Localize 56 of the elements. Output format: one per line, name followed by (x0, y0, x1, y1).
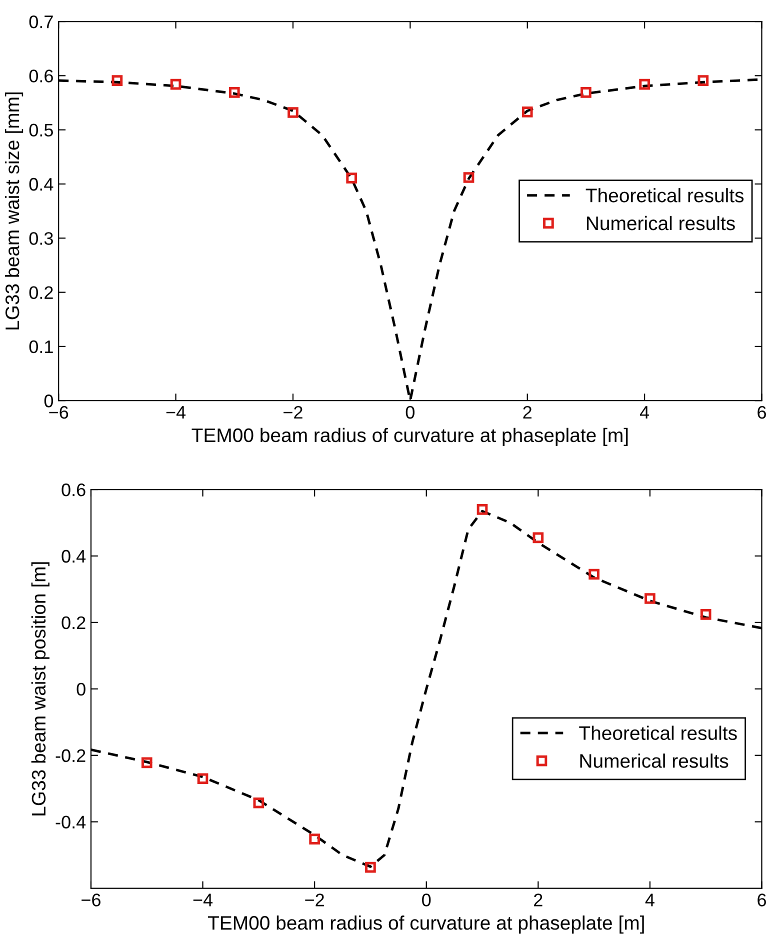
y-tick-label: -0.2 (56, 749, 86, 762)
x-tick-label: 6 (758, 406, 766, 419)
y-axis-title: LG33 beam waist position [m] (31, 562, 50, 816)
point (253, 797, 264, 808)
point (644, 593, 656, 604)
y-tick-label: 0.5 (29, 124, 53, 137)
x-tick-label: −6 (49, 406, 68, 419)
x-tick-label: −4 (166, 406, 186, 419)
x-axis-title: TEM00 beam radius of curvature at phaseplate [m] (192, 428, 628, 446)
x-tick-label: −4 (193, 894, 213, 906)
point (288, 107, 298, 118)
y-tick-label: 0.6 (62, 483, 86, 496)
point (141, 757, 152, 768)
legend-label: Theoretical results (579, 726, 737, 740)
y-tick-label: 0.4 (62, 550, 86, 563)
y-tick-label: 0.1 (29, 340, 53, 354)
legend-label: Theoretical results (586, 188, 744, 202)
legend-label: Numerical results (586, 216, 735, 230)
y-tick-label: 0.3 (29, 232, 53, 245)
y-tick-label: 0.7 (29, 15, 53, 28)
point (522, 106, 533, 118)
y-axis-title: LG33 beam waist size [mm] (4, 92, 24, 330)
point (580, 87, 592, 98)
point (309, 834, 320, 845)
x-tick-label: −6 (82, 894, 100, 906)
point (700, 609, 712, 620)
point (532, 532, 544, 544)
x-tick-label: 4 (645, 894, 654, 906)
y-tick-label: 0.2 (62, 616, 86, 630)
point (197, 773, 208, 784)
legend-label: Numerical results (580, 754, 728, 768)
x-tick-label: 4 (640, 406, 650, 419)
point (170, 78, 182, 90)
y-tick-label: 0 (44, 394, 54, 408)
point (365, 862, 376, 873)
x-tick-label: 2 (534, 894, 542, 906)
y-tick-label: 0.6 (29, 70, 53, 82)
y-tick-label: 0.4 (29, 178, 54, 191)
y-tick-label: -0.4 (56, 816, 86, 829)
x-tick-label: −2 (284, 406, 302, 419)
y-tick-label: 0 (76, 682, 86, 696)
x-tick-label: 2 (523, 406, 532, 419)
point (588, 568, 600, 580)
x-axis-title: TEM00 beam radius of curvature at phaseplate [m] (208, 916, 644, 934)
point (463, 172, 474, 183)
y-tick-label: 0.2 (29, 286, 53, 300)
point (476, 504, 488, 515)
point (228, 87, 240, 98)
point (346, 172, 357, 184)
x-tick-label: −2 (305, 894, 324, 906)
x-tick-label: 0 (406, 406, 414, 419)
point (639, 78, 650, 90)
point (698, 75, 709, 86)
x-tick-label: 6 (758, 894, 766, 906)
x-tick-label: 0 (422, 894, 431, 906)
point (112, 75, 123, 86)
